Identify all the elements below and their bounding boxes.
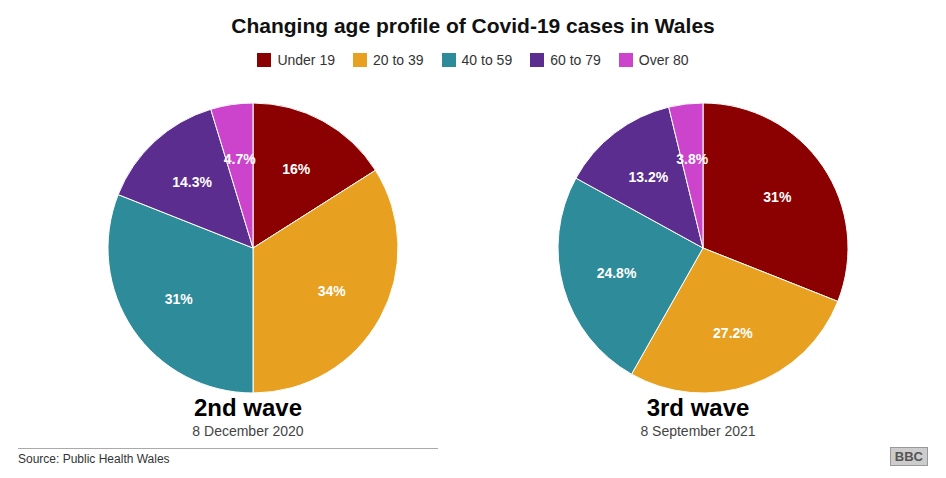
svg-text:31%: 31% bbox=[763, 189, 792, 205]
html-text:Over 80: Over 80 bbox=[638, 52, 689, 68]
svg-text:14.3%: 14.3% bbox=[172, 174, 212, 190]
html-text:8 December 2020: 8 December 2020 bbox=[192, 423, 304, 439]
svg-text:13.2%: 13.2% bbox=[628, 169, 668, 185]
html-text:8 September 2021: 8 September 2021 bbox=[640, 423, 756, 439]
svg-text:27.2%: 27.2% bbox=[713, 325, 753, 341]
svg-text:24.8%: 24.8% bbox=[597, 265, 637, 281]
html-text:3rd wave: 3rd wave bbox=[646, 394, 750, 421]
html-text:Under 19: Under 19 bbox=[277, 52, 335, 68]
html-text:2nd wave: 2nd wave bbox=[194, 394, 302, 421]
html-text:Changing age profile of Covid-: Changing age profile of Covid-19 cases i… bbox=[231, 14, 715, 37]
svg-text:4.7%: 4.7% bbox=[224, 151, 256, 167]
svg-text:34%: 34% bbox=[318, 283, 347, 299]
svg-text:16%: 16% bbox=[282, 161, 311, 177]
svg-text:3.8%: 3.8% bbox=[676, 151, 708, 167]
html-text:20 to 39: 20 to 39 bbox=[373, 52, 424, 68]
html-text:Source: Public Health Wales: Source: Public Health Wales bbox=[18, 452, 170, 466]
html-text:60 to 79: 60 to 79 bbox=[550, 52, 601, 68]
svg-text:31%: 31% bbox=[165, 291, 194, 307]
html-text:40 to 59: 40 to 59 bbox=[461, 52, 513, 68]
html-text:BBC: BBC bbox=[894, 449, 923, 464]
